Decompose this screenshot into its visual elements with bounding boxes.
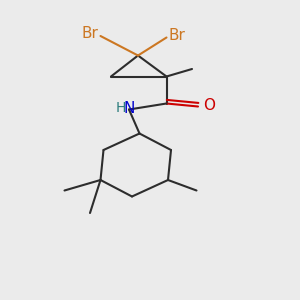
Text: Br: Br [169, 28, 185, 43]
Text: Br: Br [82, 26, 98, 41]
Text: H: H [116, 101, 126, 115]
Text: O: O [203, 98, 215, 113]
Text: N: N [124, 101, 135, 116]
